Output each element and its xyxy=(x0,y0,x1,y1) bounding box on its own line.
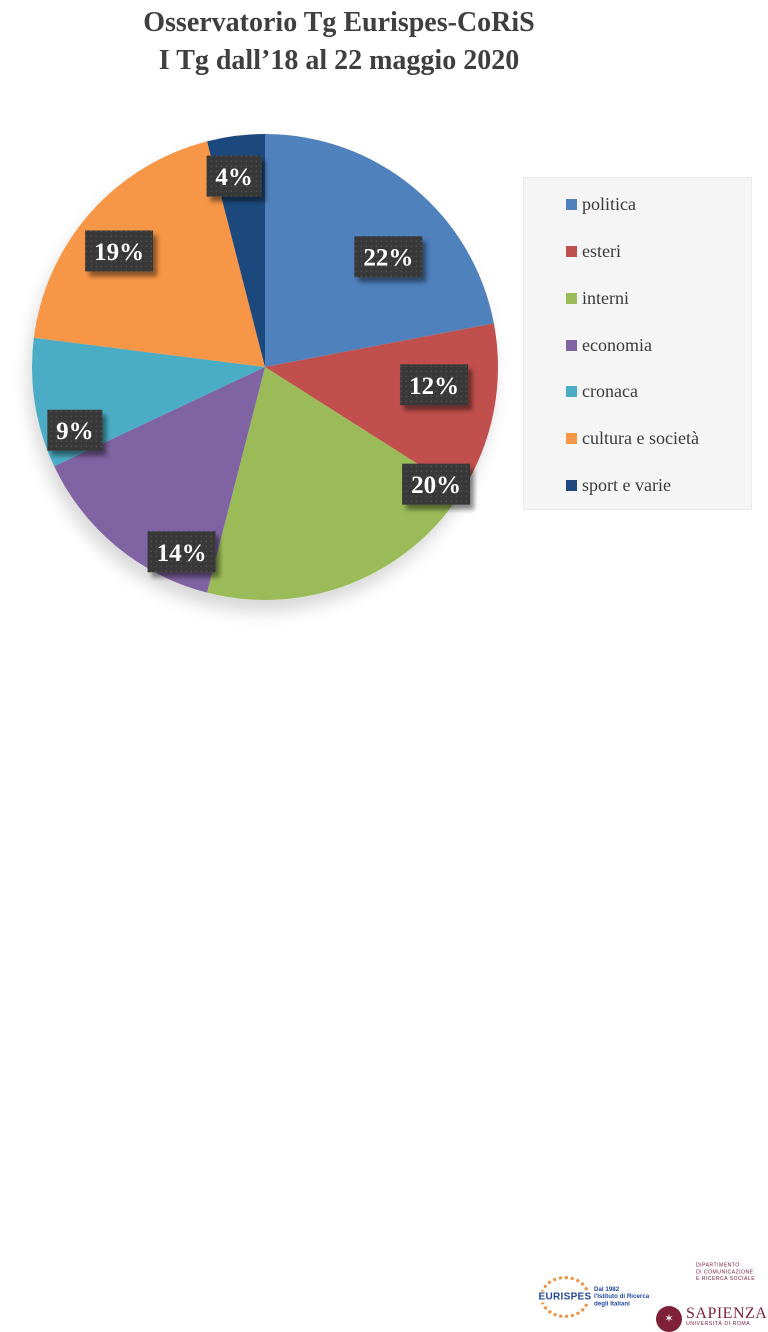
pie-data-label: 22% xyxy=(354,236,423,278)
legend-item: sport e varie xyxy=(566,462,751,509)
legend: politica esteri interni economia cronaca cult… xyxy=(523,177,752,510)
legend-label: esteri xyxy=(582,240,621,261)
legend-swatch-icon xyxy=(566,245,577,257)
legend-label: economia xyxy=(582,334,652,355)
svg-text:12%: 12% xyxy=(409,373,459,400)
eurispes-tagline: Dal 1982 l'Istituto di Ricerca degli Ita… xyxy=(594,1286,649,1308)
legend-label: politica xyxy=(582,193,636,214)
sapienza-department-line: e Ricerca Sociale xyxy=(696,1276,756,1282)
chart-title: Osservatorio Tg Eurispes-CoRiS I Tg dall… xyxy=(0,4,678,80)
pie-data-label: 14% xyxy=(147,531,216,573)
legend-swatch-icon xyxy=(566,198,577,210)
svg-text:9%: 9% xyxy=(56,418,94,445)
pie-data-label: 4% xyxy=(206,155,262,197)
svg-text:19%: 19% xyxy=(94,239,144,266)
chart-title-line2: I Tg dall’18 al 22 maggio 2020 xyxy=(158,45,520,76)
svg-text:22%: 22% xyxy=(363,245,413,272)
chart-title-line1: Osservatorio Tg Eurispes-CoRiS xyxy=(143,7,535,38)
svg-text:20%: 20% xyxy=(411,472,461,499)
eurispes-wordmark: EURISPES xyxy=(537,1291,593,1303)
legend-swatch-icon xyxy=(566,292,577,304)
legend-item: economia xyxy=(566,322,751,369)
footer-logos: EURISPES Dal 1982 l'Istituto di Ricerca … xyxy=(0,628,768,1332)
legend-label: cronaca xyxy=(582,381,638,402)
pie-chart-svg: 22% 12% 20% 14% 9% 19% 4% xyxy=(31,134,498,600)
sapienza-department: Dipartimento di Comunicazione e Ricerca … xyxy=(696,1262,756,1282)
pie-data-label: 12% xyxy=(400,364,469,406)
legend-item: cultura e società xyxy=(566,415,751,462)
legend-label: interni xyxy=(582,287,629,308)
legend-item: interni xyxy=(566,275,751,322)
legend-swatch-icon xyxy=(566,339,577,351)
eurispes-tagline-line: Dal 1982 xyxy=(594,1285,620,1293)
svg-text:14%: 14% xyxy=(157,540,207,567)
sapienza-department-line: di Comunicazione xyxy=(696,1269,754,1275)
legend-swatch-icon xyxy=(566,433,577,445)
sapienza-subtitle: Università di Roma xyxy=(686,1321,751,1327)
pie-data-label: 20% xyxy=(402,463,471,505)
eurispes-tagline-line: degli Italiani xyxy=(594,1300,630,1308)
pie-slice-interni xyxy=(207,367,462,600)
legend-item: cronaca xyxy=(566,368,751,415)
legend-item: politica xyxy=(566,181,751,228)
legend-item: esteri xyxy=(566,228,751,275)
legend-label: sport e varie xyxy=(582,475,671,496)
svg-text:4%: 4% xyxy=(215,164,253,191)
eurispes-ring-icon: EURISPES xyxy=(537,1276,593,1318)
sapienza-department-line: Dipartimento xyxy=(696,1262,740,1269)
sapienza-wordmark: SAPIENZA xyxy=(686,1305,768,1322)
sapienza-logo: Dipartimento di Comunicazione e Ricerca … xyxy=(656,1262,768,1332)
pie-data-label: 9% xyxy=(47,409,103,451)
legend-label: cultura e società xyxy=(582,428,699,449)
legend-swatch-icon xyxy=(566,386,577,398)
pie-data-label: 19% xyxy=(85,230,154,272)
sapienza-seal-icon: ✶ xyxy=(656,1306,682,1332)
legend-swatch-icon xyxy=(566,480,577,492)
eurispes-tagline-line: l'Istituto di Ricerca xyxy=(594,1293,650,1301)
